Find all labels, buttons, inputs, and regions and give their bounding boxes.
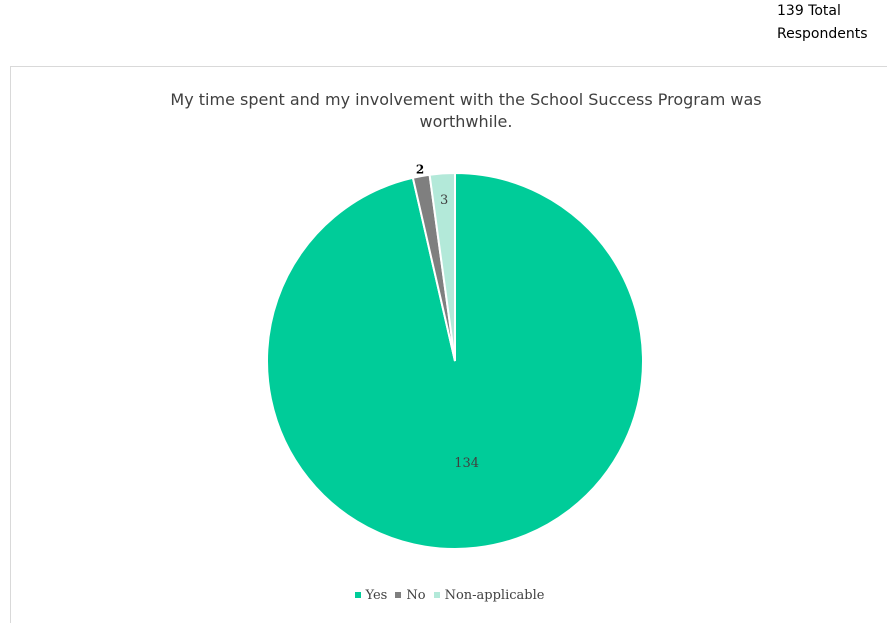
respondents-note: 139 Total Respondents bbox=[777, 0, 887, 46]
legend-item-no: No bbox=[395, 588, 426, 603]
legend-label-no: No bbox=[406, 588, 426, 603]
legend-swatch-no bbox=[395, 591, 402, 598]
legend-label-yes: Yes bbox=[365, 588, 388, 603]
pie-chart: 134 2 3 bbox=[266, 163, 644, 550]
data-label-yes: 134 bbox=[454, 456, 479, 471]
legend-label-non-applicable: Non-applicable bbox=[444, 588, 545, 603]
data-label-no: 2 bbox=[416, 163, 424, 177]
respondents-total: 139 Total bbox=[777, 3, 841, 19]
legend-item-yes: Yes bbox=[354, 588, 388, 603]
respondents-label: Respondents bbox=[777, 26, 868, 42]
chart-title: My time spent and my involvement with th… bbox=[170, 90, 762, 131]
data-label-non-applicable: 3 bbox=[440, 193, 448, 208]
legend-swatch-yes bbox=[354, 591, 361, 598]
legend-swatch-non-applicable bbox=[433, 591, 440, 598]
legend: Yes No Non-applicable bbox=[11, 588, 887, 603]
pie-slice-non-applicable bbox=[428, 171, 456, 362]
legend-item-non-applicable: Non-applicable bbox=[433, 588, 545, 603]
chart-area: My time spent and my involvement with th… bbox=[10, 66, 887, 623]
